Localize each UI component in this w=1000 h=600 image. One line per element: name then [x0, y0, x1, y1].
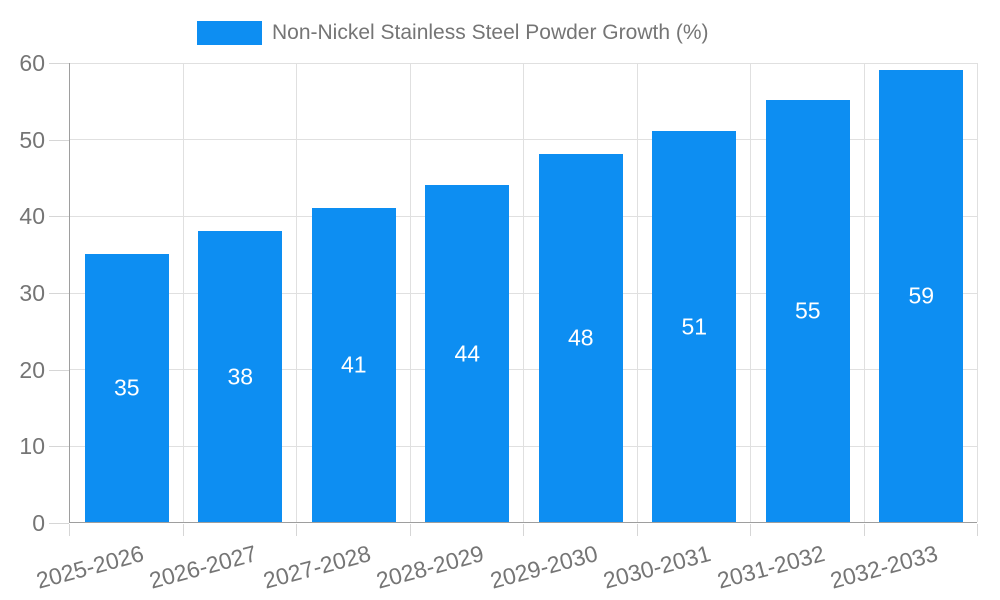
y-axis-tick-mark [49, 63, 69, 64]
x-axis-tick-mark [977, 524, 978, 536]
bar-2031-2032: 55 [765, 100, 850, 522]
y-axis-tick-label: 60 [19, 50, 45, 76]
legend-item[interactable]: Non-Nickel Stainless Steel Powder Growth… [197, 18, 709, 48]
gridline-vertical [409, 63, 411, 522]
bar-2030-2031: 51 [652, 131, 737, 522]
legend-label: Non-Nickel Stainless Steel Powder Growth… [272, 21, 709, 44]
y-axis-tick-mark [49, 216, 69, 218]
x-axis-category-label: 2027-2028 [260, 540, 374, 594]
bar-2032-2033: 59 [879, 70, 964, 522]
x-axis-tick-mark [750, 524, 751, 536]
gridline-vertical [750, 63, 751, 522]
x-axis-category-label: 2028-2029 [373, 540, 487, 594]
y-axis-tick-label: 20 [19, 356, 45, 383]
bar-value-label: 35 [113, 374, 140, 401]
bar-value-label: 55 [794, 297, 821, 324]
bar-value-label: 41 [340, 351, 367, 378]
x-axis-tick-mark [863, 524, 865, 536]
bar-2029-2030: 48 [538, 154, 623, 522]
legend-swatch [197, 21, 262, 45]
bar-2028-2029: 44 [425, 185, 510, 522]
x-axis-tick-mark [523, 524, 524, 536]
bar-value-label: 44 [454, 340, 481, 366]
x-axis-category-label: 2029-2030 [487, 540, 601, 594]
y-axis-tick-label: 10 [19, 433, 45, 460]
x-axis-tick-mark [69, 524, 70, 536]
x-axis-tick-mark [182, 524, 184, 536]
bar-2025-2026: 35 [84, 254, 169, 522]
x-axis-category-label: 2030-2031 [600, 540, 714, 594]
y-axis-tick-mark [49, 293, 69, 294]
gridline-vertical [977, 63, 978, 522]
x-axis-category-label: 2025-2026 [33, 540, 147, 594]
gridline-vertical [863, 63, 865, 522]
bar-2026-2027: 38 [198, 231, 283, 522]
bar-value-label: 48 [567, 324, 594, 351]
y-axis-tick-label: 50 [19, 126, 45, 153]
y-axis-tick-label: 30 [19, 280, 45, 306]
gridline-vertical [523, 63, 524, 522]
bar-value-label: 51 [681, 313, 708, 339]
x-axis-category-label: 2031-2032 [714, 540, 828, 594]
bar-2027-2028: 41 [311, 208, 396, 522]
y-axis-tick-mark [49, 369, 69, 371]
x-axis-tick-mark [296, 524, 297, 536]
y-axis-tick-mark [49, 523, 69, 524]
x-axis-tick-mark [409, 524, 411, 536]
gridline-vertical [636, 63, 638, 522]
bar-value-label: 59 [908, 282, 935, 309]
y-axis-tick-label: 40 [19, 203, 45, 230]
x-axis-tick-mark [636, 524, 638, 536]
x-axis-category-label: 2026-2027 [146, 540, 260, 594]
bar-value-label: 38 [227, 363, 254, 389]
y-axis-tick-mark [49, 139, 69, 141]
y-axis-tick-label: 0 [32, 510, 45, 536]
y-axis-tick-mark [49, 446, 69, 448]
x-axis-category-label: 2032-2033 [827, 540, 941, 594]
gridline-vertical [182, 63, 184, 522]
legend: Non-Nickel Stainless Steel Powder Growth… [197, 18, 709, 48]
gridline-vertical [296, 63, 297, 522]
plot-area: 35 38 41 44 48 51 55 59 [69, 62, 978, 523]
